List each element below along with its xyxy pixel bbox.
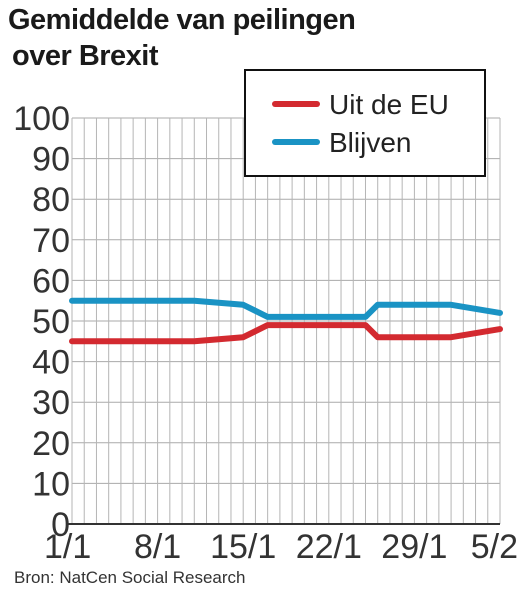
- x-tick-label: 29/1: [381, 528, 447, 566]
- y-tick-label: 50: [32, 303, 70, 341]
- y-tick-label: 0: [51, 506, 70, 544]
- y-tick-label: 10: [32, 465, 70, 503]
- series-line-blijven: [69, 297, 503, 320]
- y-tick-label: 20: [32, 425, 70, 463]
- y-tick-label: 30: [32, 384, 70, 422]
- x-tick-label: 15/1: [210, 528, 276, 566]
- x-tick-label: 1/1: [44, 528, 91, 566]
- y-tick-label: 40: [32, 344, 70, 382]
- y-tick-label: 60: [32, 262, 70, 300]
- legend-label: Uit de EU: [329, 89, 449, 120]
- series-line-uit-de-eu: [69, 322, 503, 345]
- y-tick-label: 80: [32, 181, 70, 219]
- y-tick-label: 90: [32, 141, 70, 179]
- x-tick-label: 22/1: [296, 528, 362, 566]
- chart-title-line-1: Gemiddelde van peilingen: [8, 4, 356, 36]
- x-tick-label: 5/2: [471, 528, 518, 566]
- legend-label: Blijven: [329, 127, 411, 158]
- source-note: Bron: NatCen Social Research: [14, 568, 246, 587]
- y-tick-label: 100: [13, 100, 70, 138]
- y-tick-label: 70: [32, 222, 70, 260]
- x-tick-label: 8/1: [134, 528, 181, 566]
- legend-box: [244, 69, 486, 177]
- chart-title: Gemiddelde van peilingen over Brexit: [8, 2, 356, 74]
- chart-title-line-2: over Brexit: [12, 40, 159, 72]
